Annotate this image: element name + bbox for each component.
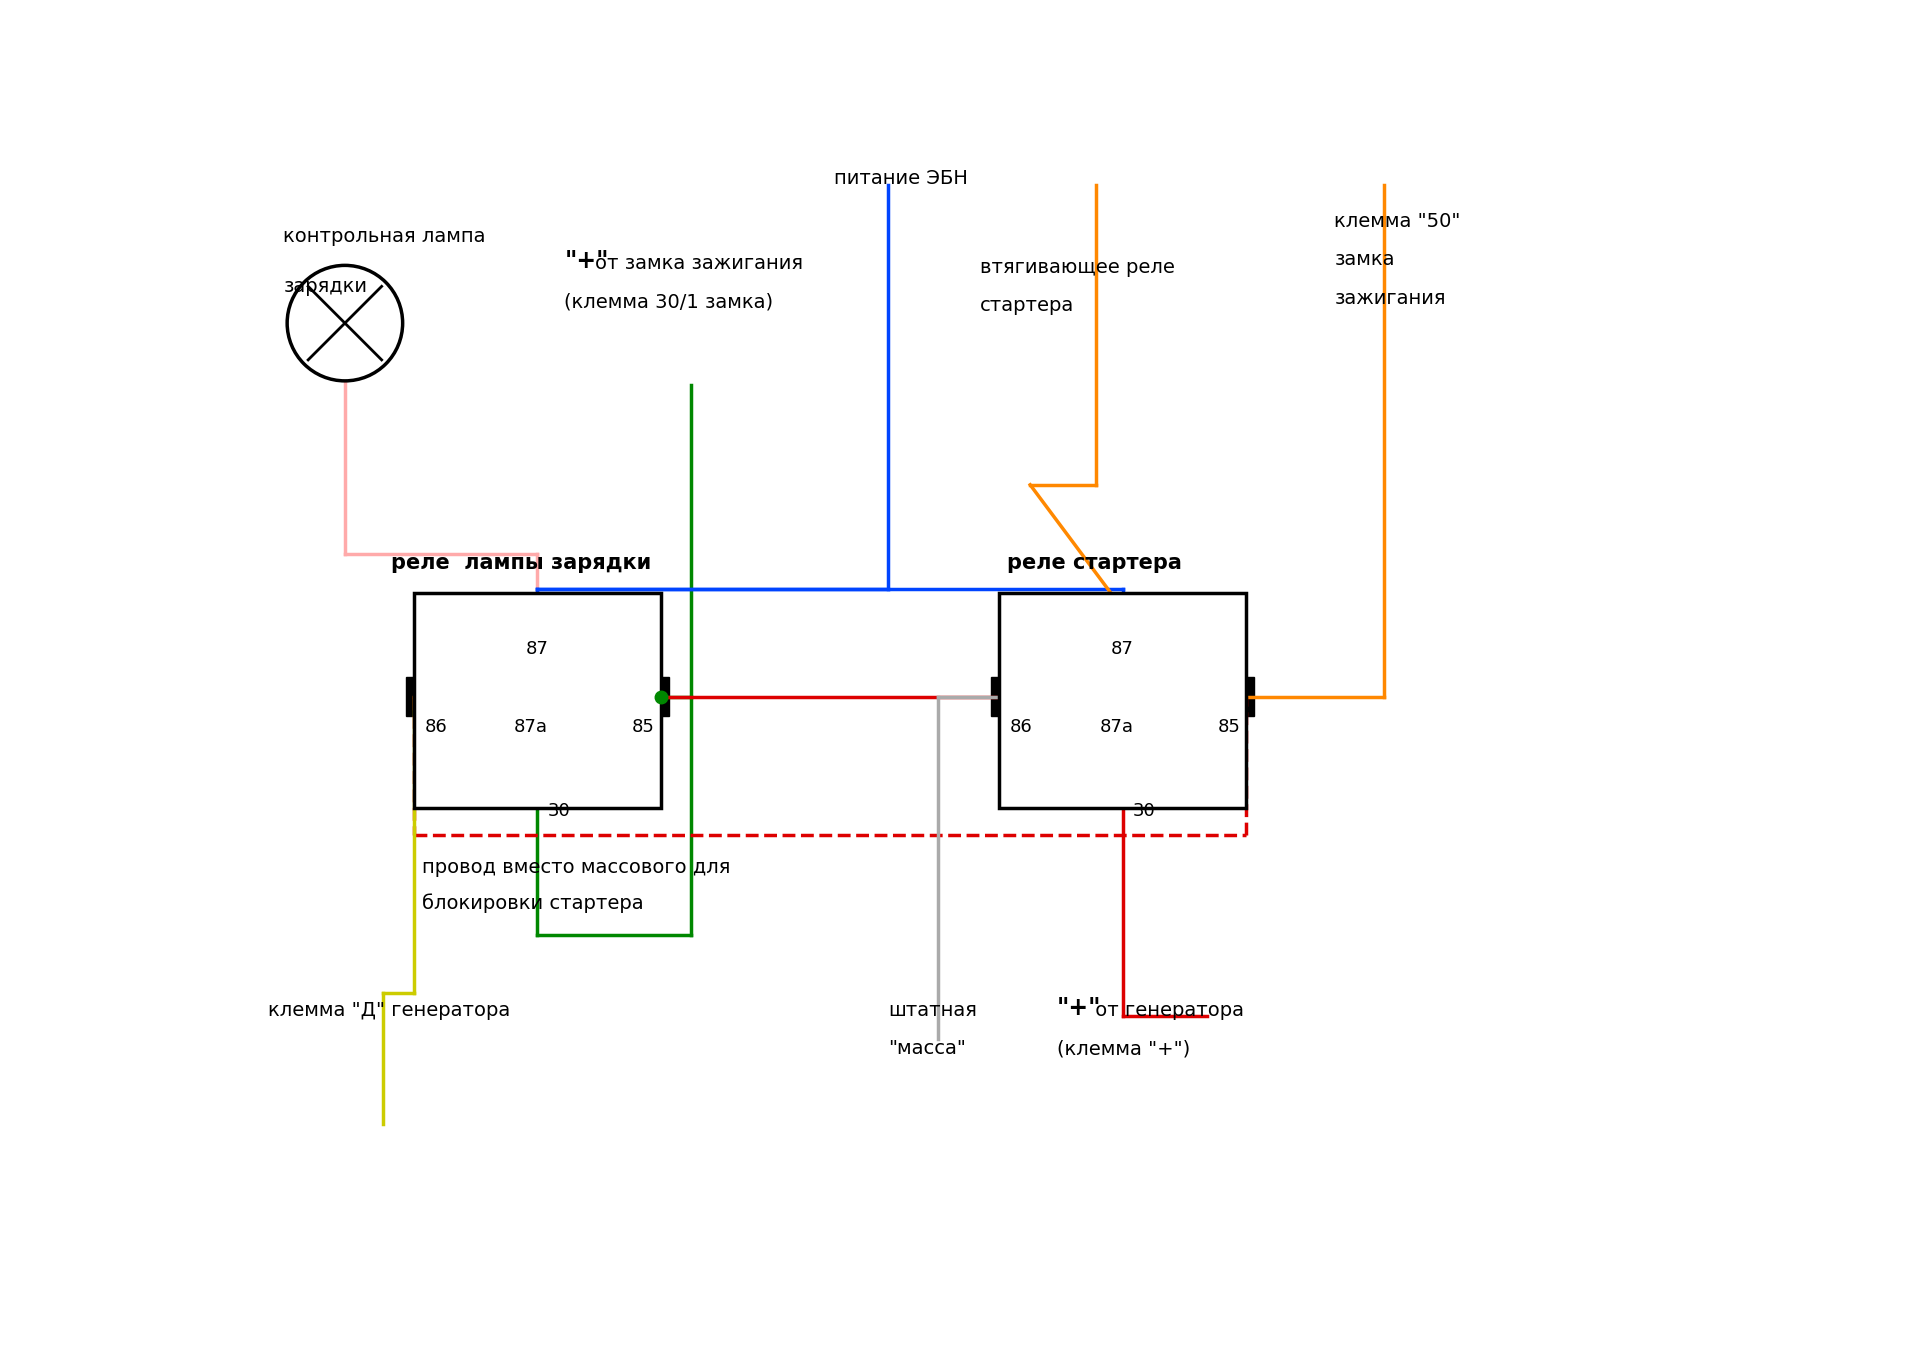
Text: 30: 30 — [547, 803, 570, 820]
Text: "+": "+" — [564, 249, 609, 273]
Text: контрольная лампа: контрольная лампа — [284, 227, 486, 246]
Text: (клемма 30/1 замка): (клемма 30/1 замка) — [564, 292, 774, 311]
Bar — [528, 759, 545, 799]
Text: "+": "+" — [1058, 995, 1102, 1020]
Text: 87: 87 — [526, 641, 549, 659]
Text: зажигания: зажигания — [1334, 289, 1446, 308]
Bar — [518, 689, 557, 705]
Bar — [415, 592, 660, 808]
Text: от генератора: от генератора — [1089, 1001, 1244, 1020]
Bar — [1104, 689, 1142, 705]
Text: 87a: 87a — [515, 718, 549, 736]
Text: 86: 86 — [1010, 718, 1033, 736]
Bar — [518, 608, 557, 626]
Text: реле стартера: реле стартера — [1008, 553, 1183, 573]
Text: 87: 87 — [1112, 641, 1135, 659]
Text: втягивающее реле: втягивающее реле — [979, 258, 1175, 277]
Text: штатная: штатная — [887, 1001, 977, 1020]
Text: питание ЭБН: питание ЭБН — [833, 170, 968, 189]
Bar — [991, 678, 1008, 716]
Text: 30: 30 — [1133, 803, 1156, 820]
Bar — [1104, 608, 1142, 626]
Text: 85: 85 — [1217, 718, 1240, 736]
Bar — [1114, 759, 1131, 799]
Text: блокировки стартера: блокировки стартера — [422, 894, 643, 913]
Bar — [1000, 592, 1246, 808]
Text: зарядки: зарядки — [284, 277, 367, 296]
Text: 85: 85 — [632, 718, 655, 736]
Circle shape — [288, 265, 403, 380]
Text: стартера: стартера — [979, 296, 1075, 315]
Text: 87a: 87a — [1100, 718, 1133, 736]
Text: замка: замка — [1334, 250, 1394, 269]
Text: провод вместо массового для: провод вместо массового для — [422, 858, 730, 877]
Text: (клемма "+"): (клемма "+") — [1058, 1039, 1190, 1058]
Bar — [653, 678, 668, 716]
Bar — [405, 678, 422, 716]
Text: реле  лампы зарядки: реле лампы зарядки — [392, 553, 651, 573]
Text: 86: 86 — [424, 718, 447, 736]
Text: от замка зажигания: от замка зажигания — [595, 254, 803, 273]
Text: "масса": "масса" — [887, 1039, 966, 1058]
Text: клемма "50": клемма "50" — [1334, 212, 1461, 231]
Bar — [1236, 678, 1254, 716]
Text: клемма "Д" генератора: клемма "Д" генератора — [269, 1001, 511, 1020]
